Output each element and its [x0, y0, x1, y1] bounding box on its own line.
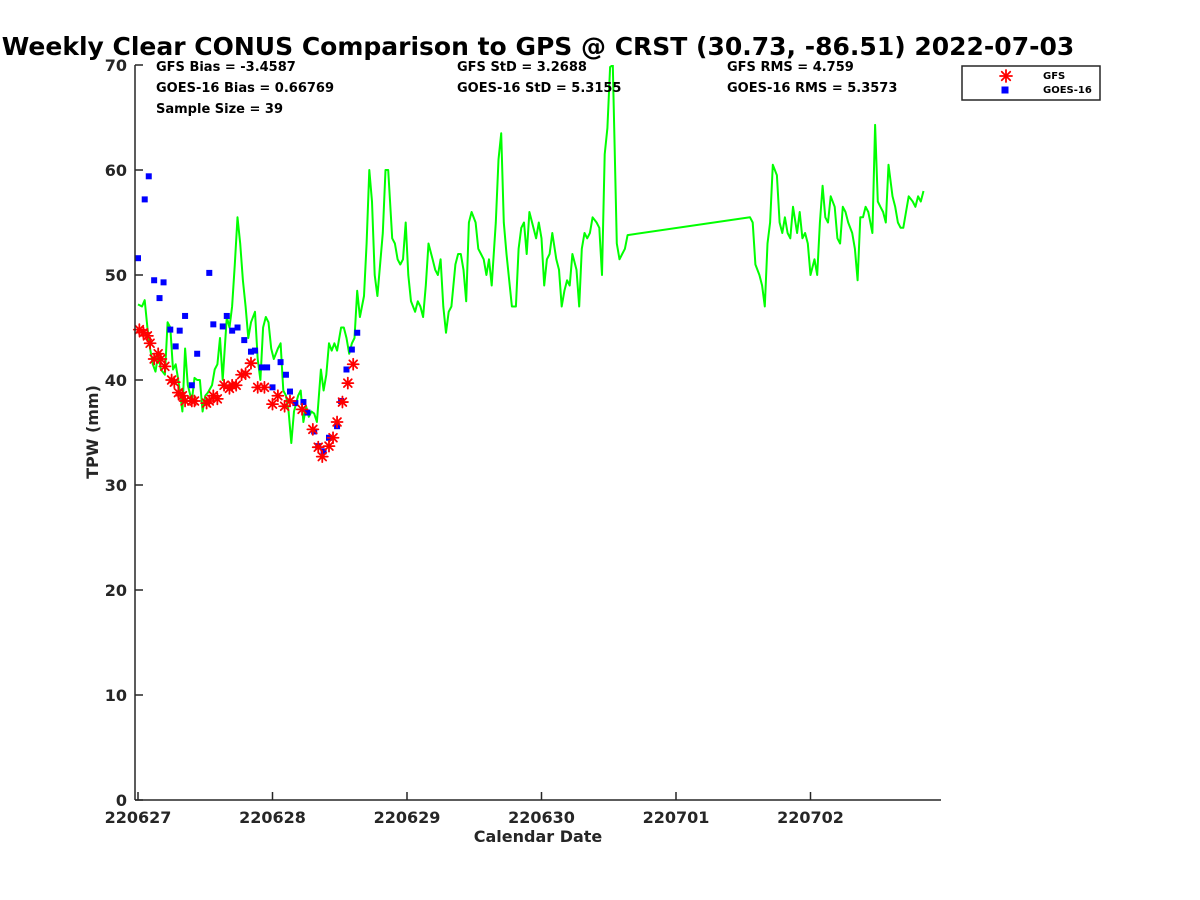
legend-goes-square	[1001, 86, 1009, 94]
plot-area	[132, 65, 925, 464]
y-ticks: 0 10 20 30 40 50 60 70	[105, 56, 143, 810]
gfs-point	[239, 367, 253, 381]
goes-16-point	[223, 312, 230, 319]
goes-16-point	[258, 364, 265, 371]
gfs-point	[229, 378, 243, 392]
y-tick-label: 70	[105, 56, 127, 75]
gfs-point	[235, 368, 248, 382]
legend-gfs-label: GFS	[1043, 71, 1065, 82]
gfs-std-text: GFS StD = 3.2688	[457, 60, 587, 75]
gps-line-layer	[137, 65, 925, 444]
marker-layer	[132, 173, 361, 464]
gfs-point	[158, 359, 172, 373]
legend-box	[961, 65, 1101, 101]
goes-16-point	[300, 399, 307, 406]
goes-16-point	[194, 350, 201, 357]
goes-16-point	[247, 348, 254, 355]
y-tick-label: 20	[105, 581, 127, 600]
goes-16-point	[167, 326, 174, 333]
gfs-point	[188, 394, 201, 408]
y-tick-label: 50	[105, 266, 127, 285]
goes-16-point	[188, 382, 195, 389]
goes-16-point	[234, 324, 241, 331]
y-axis-label: TPW (mm)	[83, 385, 102, 479]
gfs-point	[295, 402, 309, 416]
gfs-point	[266, 397, 279, 411]
axes: 220627 220628 220629 220630 220701 220702 0 10…	[105, 56, 941, 827]
goes-16-point	[320, 448, 327, 455]
goes-16-point	[172, 343, 179, 350]
goes-16-point	[269, 384, 276, 391]
goes-rms-text: GOES-16 RMS = 5.3573	[727, 81, 897, 96]
gfs-point	[210, 392, 224, 406]
x-axis-label: Calendar Date	[474, 827, 603, 846]
gfs-point	[143, 336, 157, 350]
gfs-point	[315, 450, 329, 464]
legend-goes-marker	[1001, 86, 1009, 94]
gps-series-line	[137, 65, 925, 444]
gfs-point	[346, 357, 360, 371]
legend-gfs-asterisk	[999, 69, 1013, 83]
x-tick-label: 220628	[239, 808, 306, 827]
sample-size-text: Sample Size = 39	[156, 102, 283, 117]
goes-16-point	[354, 329, 361, 336]
y-tick-label: 10	[105, 686, 127, 705]
x-tick-label: 220630	[508, 808, 575, 827]
gfs-rms-text: GFS RMS = 4.759	[727, 60, 854, 75]
gfs-point	[283, 394, 297, 408]
x-tick-label: 220629	[374, 808, 441, 827]
goes-16-point	[182, 312, 189, 319]
goes-16-point	[343, 366, 350, 373]
chart-title: Weekly Clear CONUS Comparison to GPS @ C…	[2, 32, 1075, 61]
goes-std-text: GOES-16 StD = 5.3155	[457, 81, 621, 96]
x-tick-label: 220701	[643, 808, 710, 827]
gfs-point	[326, 431, 340, 445]
gfs-point	[306, 422, 320, 436]
goes-16-point	[151, 277, 158, 284]
goes-16-point	[141, 196, 148, 203]
gfs-point	[341, 376, 355, 390]
goes-16-point	[160, 279, 167, 286]
gfs-point	[258, 380, 271, 394]
y-tick-label: 30	[105, 476, 127, 495]
goes-bias-text: GOES-16 Bias = 0.66769	[156, 81, 334, 96]
goes-16-point	[206, 269, 213, 276]
goes-16-point	[277, 359, 284, 366]
goes-16-point	[241, 337, 248, 344]
x-tick-label: 220702	[777, 808, 844, 827]
goes-16-point	[156, 295, 163, 302]
y-tick-label: 40	[105, 371, 127, 390]
goes-16-point	[252, 347, 259, 354]
goes-16-point	[145, 173, 152, 180]
gfs-point	[147, 352, 161, 366]
goes-16-point	[292, 400, 299, 407]
x-ticks: 220627 220628 220629 220630 220701 220702	[105, 792, 844, 827]
goes-16-point	[229, 327, 236, 334]
goes-16-point	[304, 409, 311, 416]
gfs-point	[330, 415, 344, 429]
gfs-point	[244, 356, 258, 370]
stats-annotations: GFS Bias = -3.4587 GOES-16 Bias = 0.6676…	[156, 60, 897, 117]
legend-gfs-marker	[999, 69, 1013, 83]
goes-16-point	[219, 323, 226, 330]
y-tick-label: 0	[116, 791, 127, 810]
gfs-point	[311, 440, 325, 454]
goes-16-point	[348, 346, 355, 353]
legend-goes-label: GOES-16	[1043, 85, 1092, 96]
goes-16-point	[135, 255, 141, 262]
goes-16-point	[210, 321, 217, 328]
goes-16-point	[264, 364, 271, 371]
gfs-point	[167, 375, 181, 389]
goes-16-point	[176, 327, 183, 334]
goes-16-point	[282, 371, 289, 378]
x-tick-label: 220627	[105, 808, 172, 827]
gfs-point	[271, 389, 285, 403]
gfs-bias-text: GFS Bias = -3.4587	[156, 60, 296, 75]
gfs-point	[336, 395, 349, 409]
legend: GFS GOES-16	[961, 65, 1101, 101]
y-tick-label: 60	[105, 161, 127, 180]
goes-16-point	[286, 388, 293, 395]
